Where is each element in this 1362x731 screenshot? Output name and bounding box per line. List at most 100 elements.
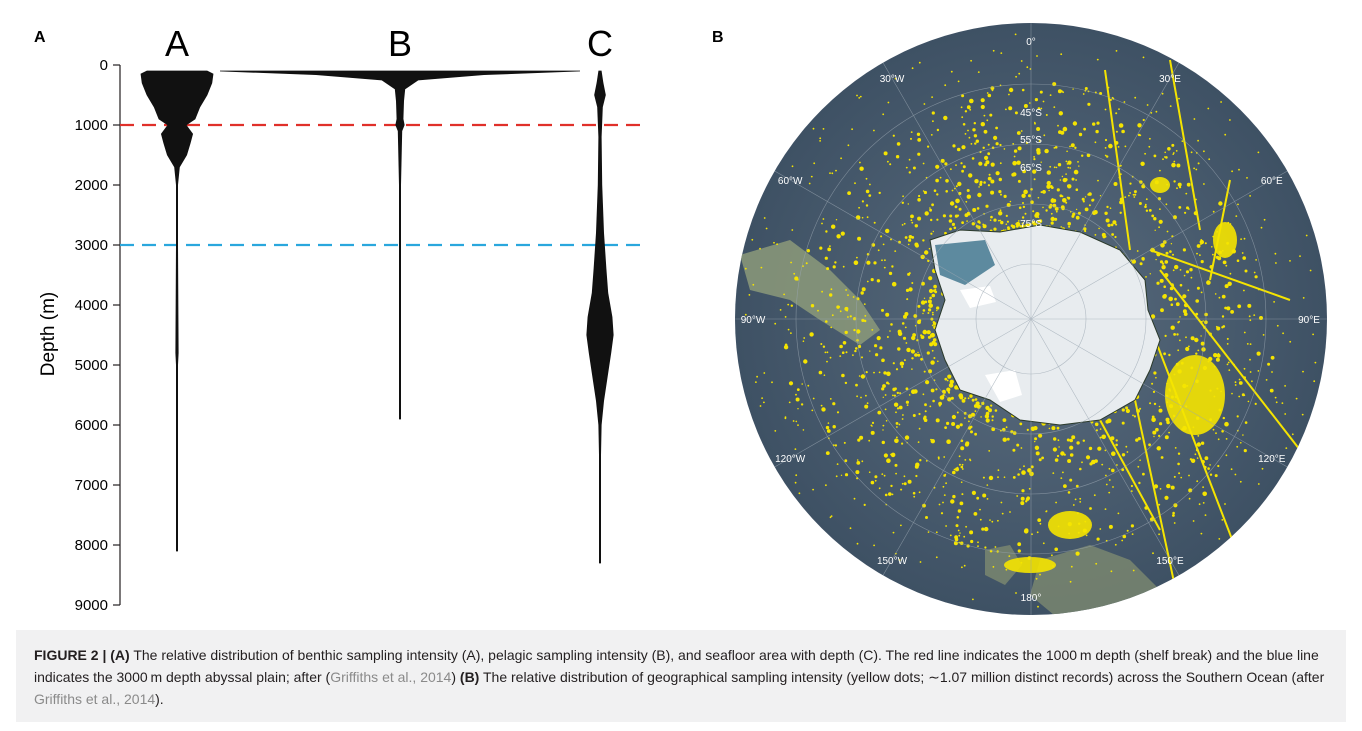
longitude-label: 60°W (778, 176, 803, 187)
record-dot (964, 133, 967, 135)
record-dot (920, 300, 926, 305)
record-dot (936, 128, 940, 132)
record-dot (1176, 163, 1181, 168)
y-tick-label: 0 (100, 57, 108, 74)
record-dot (988, 475, 994, 481)
record-dot (933, 357, 936, 359)
record-dot (795, 420, 798, 423)
record-dot (858, 97, 861, 99)
record-dot (809, 332, 814, 337)
record-dot (1070, 143, 1075, 148)
record-dot (1165, 417, 1170, 422)
record-dot (1170, 485, 1175, 490)
record-dot (1155, 376, 1157, 379)
record-dot (936, 309, 938, 312)
record-dot (1099, 528, 1102, 530)
record-dot (1119, 211, 1122, 214)
record-dot (999, 219, 1002, 222)
record-dot (878, 191, 881, 195)
record-dot (1037, 107, 1041, 110)
record-dot (810, 304, 815, 308)
citation-link-2[interactable]: Griffiths et al., 2014 (34, 691, 156, 707)
citation-link-1[interactable]: Griffiths et al., 2014 (330, 669, 452, 685)
record-dot (1204, 514, 1207, 516)
record-dot (881, 358, 885, 363)
record-dot (1171, 162, 1176, 168)
record-dot (865, 204, 869, 207)
record-dot (917, 152, 921, 156)
record-dot (776, 243, 778, 246)
record-dot (871, 329, 874, 331)
record-dot (989, 219, 992, 221)
record-dot (958, 534, 961, 537)
record-dot (1145, 276, 1147, 278)
record-dot (890, 453, 892, 456)
record-dot (1021, 193, 1026, 198)
record-dot (891, 265, 894, 268)
record-dot (1037, 219, 1041, 223)
record-dot (1312, 333, 1314, 336)
record-dot (986, 119, 989, 122)
record-dot (1062, 126, 1068, 132)
record-dot (961, 94, 965, 98)
record-dot (1150, 314, 1156, 319)
record-dot (818, 370, 823, 375)
record-dot (960, 481, 963, 484)
record-dot (885, 420, 888, 422)
record-dot (1195, 299, 1199, 303)
record-dot (988, 450, 991, 452)
record-dot (1211, 246, 1213, 248)
record-dot (928, 303, 933, 308)
record-dot (866, 260, 871, 265)
record-dot (1253, 314, 1256, 316)
record-dot (1039, 90, 1043, 94)
record-dot (1173, 522, 1176, 524)
record-dot (1081, 197, 1085, 201)
record-dot (849, 315, 852, 318)
record-dot (1101, 463, 1104, 466)
record-dot (1062, 177, 1068, 183)
record-dot (1020, 501, 1025, 506)
record-dot (1096, 537, 1100, 541)
record-dot (1075, 551, 1080, 556)
record-dot (944, 473, 947, 476)
panel-a: A A B C Depth (m) 0 1000 2000 3000 4000 5000 6… (34, 23, 642, 614)
record-dot (1038, 140, 1041, 142)
record-dot (763, 372, 766, 374)
record-dot (1179, 186, 1182, 189)
record-dot (1140, 161, 1145, 166)
meridian-line (1030, 170, 1288, 320)
record-dot (892, 134, 895, 137)
record-dot (1061, 175, 1064, 178)
record-dot (1106, 205, 1109, 209)
record-dot (761, 397, 763, 399)
record-dot (923, 190, 928, 195)
record-dot (859, 161, 861, 164)
record-dot (1195, 152, 1198, 154)
record-dot (834, 261, 837, 264)
record-dot (865, 394, 867, 397)
record-dot (924, 403, 927, 407)
record-dot (917, 138, 922, 142)
record-dot (1168, 353, 1171, 357)
record-dot (1142, 472, 1145, 476)
record-dot (1217, 256, 1222, 261)
record-dot (827, 247, 832, 252)
record-dot (1215, 325, 1218, 328)
record-dot (1074, 146, 1077, 149)
record-dot (943, 494, 946, 496)
record-dot (882, 396, 884, 398)
record-dot (874, 475, 878, 479)
record-dot (847, 316, 849, 318)
record-dot (1017, 473, 1020, 476)
record-dot (905, 166, 908, 169)
record-dot (1115, 443, 1118, 447)
record-dot (955, 524, 959, 528)
record-dot (1006, 220, 1010, 223)
record-dot (1131, 533, 1134, 535)
record-dot (1121, 408, 1125, 412)
record-dot (944, 84, 947, 87)
record-dot (1149, 402, 1152, 405)
record-dot (1042, 542, 1045, 545)
record-dot (1034, 437, 1038, 441)
